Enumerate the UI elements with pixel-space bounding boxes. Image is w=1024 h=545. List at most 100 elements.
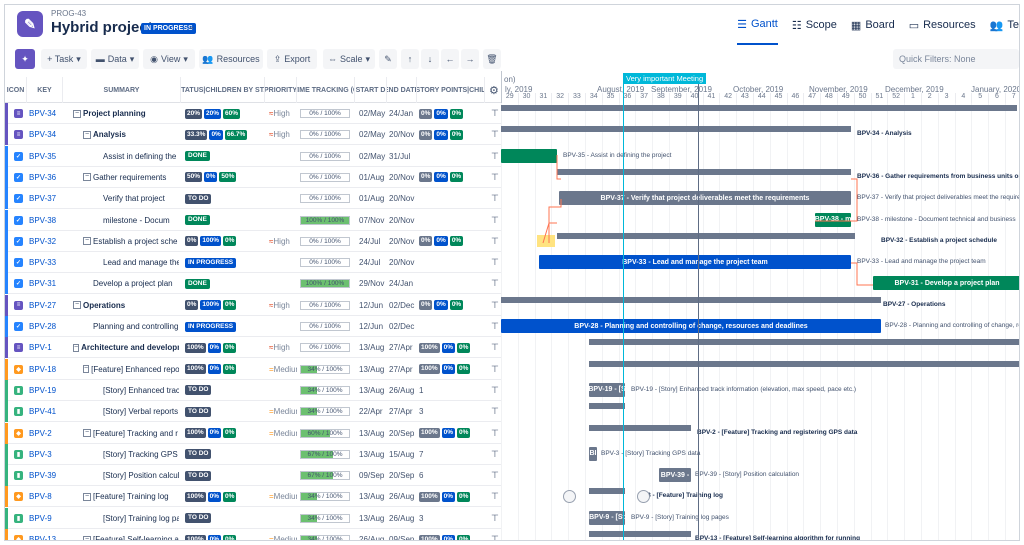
- chevron-down-icon[interactable]: ⌄: [188, 21, 196, 31]
- start-date[interactable]: 13/Aug: [359, 492, 385, 502]
- drag-handle-icon[interactable]: [637, 490, 650, 504]
- status-badge[interactable]: TO DO: [185, 193, 212, 204]
- start-date[interactable]: 02/May: [359, 151, 386, 161]
- issue-summary[interactable]: Planning and controlling: [93, 322, 179, 331]
- status-badge[interactable]: TO DO: [185, 406, 212, 417]
- table-row[interactable]: ◆ BPV-13 − [Feature] Self-learning a 100%…: [5, 529, 501, 541]
- table-row[interactable]: ▮ BPV-3 [Story] Tracking GPS TO DO 67% /…: [5, 443, 501, 465]
- end-date[interactable]: 24/Jan: [389, 109, 414, 118]
- task-bar[interactable]: BPV-33 - Lead and manage the project tea…: [539, 255, 851, 270]
- end-date[interactable]: 20/Nov: [389, 236, 415, 246]
- summary-bar[interactable]: [589, 488, 625, 495]
- pin-icon[interactable]: ⊤: [491, 108, 499, 118]
- issue-summary[interactable]: Establish a project sche: [93, 236, 178, 246]
- move-up-button[interactable]: ↑: [401, 49, 419, 69]
- pin-icon[interactable]: ⊤: [491, 214, 499, 225]
- issue-summary[interactable]: Lead and manage the: [103, 258, 179, 268]
- end-date[interactable]: 20/Nov: [389, 172, 415, 182]
- project-title[interactable]: Hybrid project: [51, 19, 153, 36]
- summary-bar[interactable]: [557, 232, 855, 239]
- meeting-marker-label[interactable]: Very important Meeting: [623, 73, 707, 84]
- end-date[interactable]: 26/Aug: [389, 385, 415, 395]
- pin-icon[interactable]: ⊤: [491, 129, 499, 140]
- end-date[interactable]: 27/Apr: [389, 364, 413, 374]
- issue-summary[interactable]: Gather requirements: [93, 172, 167, 182]
- table-row[interactable]: ✓ BPV-28 Planning and controlling IN PRO…: [5, 316, 501, 337]
- collapse-toggle-icon[interactable]: −: [83, 365, 90, 374]
- task-bar[interactable]: BPV-38 - m: [815, 212, 851, 227]
- start-date[interactable]: 01/Aug: [359, 172, 385, 182]
- gear-icon[interactable]: ⚙: [489, 85, 499, 97]
- summary-bar[interactable]: [501, 296, 881, 303]
- start-date[interactable]: 02/May: [359, 109, 386, 118]
- pin-icon[interactable]: ⊤: [491, 534, 499, 541]
- data-menu-button[interactable]: ▬ Data ▾: [91, 49, 139, 69]
- issue-summary[interactable]: [Feature] Training log: [93, 492, 169, 502]
- collapse-toggle-icon[interactable]: −: [83, 237, 91, 246]
- quick-filters-dropdown[interactable]: Quick Filters: None: [893, 49, 1019, 69]
- task-bar[interactable]: BPV-28 - Planning and controlling of cha…: [501, 319, 881, 333]
- delete-button[interactable]: 🗑: [483, 49, 501, 69]
- issue-summary[interactable]: [Story] Enhanced track: [103, 385, 179, 395]
- task-bar[interactable]: [501, 148, 557, 163]
- start-date[interactable]: 13/Aug: [359, 449, 385, 459]
- start-date[interactable]: 12/Jun: [359, 300, 384, 310]
- issue-summary[interactable]: Project planning: [83, 109, 146, 118]
- column-icon[interactable]: ICON: [5, 77, 27, 103]
- table-row[interactable]: ✓ BPV-35 Assist in defining the DONE 0% …: [5, 145, 501, 167]
- end-date[interactable]: 20/Sep: [389, 428, 415, 438]
- column-time-tracking[interactable]: TIME TRACKING (C: [297, 77, 355, 103]
- start-date[interactable]: 13/Aug: [359, 343, 385, 353]
- status-badge[interactable]: TO DO: [185, 470, 212, 481]
- issue-key-link[interactable]: BPV-13: [29, 535, 57, 541]
- table-row[interactable]: ◆ BPV-18 − [Feature] Enhanced repo 100% 0%…: [5, 358, 501, 380]
- tab-gantt[interactable]: ☰ Gantt: [737, 5, 778, 45]
- end-date[interactable]: 20/Nov: [389, 258, 415, 268]
- status-badge[interactable]: DONE: [185, 278, 210, 289]
- indent-button[interactable]: →: [461, 49, 479, 69]
- status-badge[interactable]: DONE: [185, 151, 210, 162]
- start-date[interactable]: 02/May: [359, 130, 386, 140]
- issue-summary[interactable]: Operations: [83, 300, 126, 310]
- issue-summary[interactable]: [Story] Position calcul: [103, 471, 179, 481]
- summary-bar[interactable]: [589, 360, 1019, 367]
- end-date[interactable]: 26/Aug: [389, 513, 415, 523]
- issue-summary[interactable]: Develop a project plan: [93, 279, 173, 289]
- summary-bar[interactable]: [501, 126, 851, 133]
- issue-key-link[interactable]: BPV-38: [29, 215, 57, 225]
- issue-summary[interactable]: Architecture and developm: [81, 343, 179, 353]
- tab-team[interactable]: 👥 Te: [990, 5, 1019, 45]
- collapse-toggle-icon[interactable]: −: [73, 109, 81, 118]
- pin-icon[interactable]: ⊤: [491, 448, 499, 459]
- start-date[interactable]: 13/Aug: [359, 513, 385, 523]
- table-row[interactable]: ▮ BPV-19 [Story] Enhanced track TO DO 34…: [5, 379, 501, 401]
- start-date[interactable]: 09/Sep: [359, 471, 385, 481]
- end-date[interactable]: 24/Jan: [389, 279, 414, 289]
- table-row[interactable]: ◆ BPV-8 − [Feature] Training log 100% 0% 0%…: [5, 486, 501, 508]
- column-start-date[interactable]: START D: [355, 77, 387, 103]
- summary-bar[interactable]: [589, 424, 691, 431]
- task-bar[interactable]: BPV-19 - [S: [589, 382, 625, 397]
- scale-menu-button[interactable]: ⇔ Scale ▾: [323, 49, 375, 69]
- project-avatar-icon[interactable]: ✎: [17, 11, 43, 37]
- start-date[interactable]: 13/Aug: [359, 428, 385, 438]
- end-date[interactable]: 09/Sep: [389, 535, 415, 541]
- status-badge[interactable]: TO DO: [185, 449, 212, 460]
- issue-key-link[interactable]: BPV-28: [29, 322, 57, 331]
- start-date[interactable]: 07/Nov: [359, 215, 385, 225]
- table-row[interactable]: ≡ BPV-27 − Operations 0% 100% 0% ≈ High 0% /…: [5, 294, 501, 316]
- issue-key-link[interactable]: BPV-1: [29, 343, 52, 353]
- issue-key-link[interactable]: BPV-35: [29, 151, 57, 161]
- task-bar[interactable]: BPV-37 - Verify that project deliverable…: [559, 191, 851, 206]
- table-row[interactable]: ▮ BPV-9 [Story] Training log pa TO DO 34…: [5, 507, 501, 529]
- task-bar[interactable]: BPV-31 - Develop a project plan: [873, 276, 1019, 291]
- pin-icon[interactable]: ⊤: [491, 470, 499, 481]
- collapse-toggle-icon[interactable]: −: [83, 429, 91, 437]
- task-bar[interactable]: BPV-9 - [St: [589, 510, 625, 525]
- table-row[interactable]: ✓ BPV-33 Lead and manage the IN PROGRESS…: [5, 252, 501, 274]
- issue-summary[interactable]: [Feature] Enhanced repo: [91, 364, 179, 374]
- end-date[interactable]: 02/Dec: [389, 322, 415, 331]
- table-row[interactable]: ▮ BPV-39 [Story] Position calcul TO DO 6…: [5, 465, 501, 487]
- issue-summary[interactable]: [Feature] Self-learning a: [93, 535, 179, 541]
- end-date[interactable]: 27/Apr: [389, 407, 413, 417]
